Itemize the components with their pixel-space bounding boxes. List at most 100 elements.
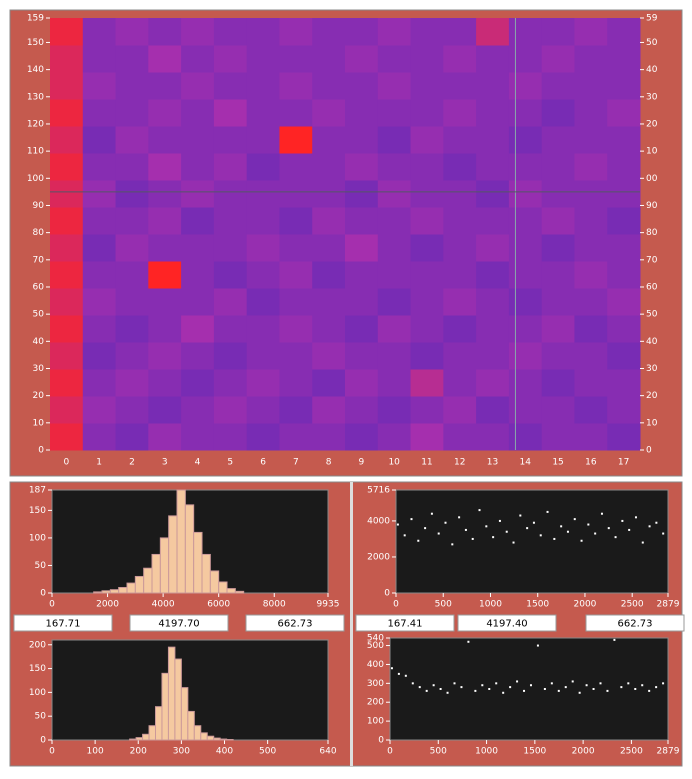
point bbox=[634, 688, 636, 690]
hist-bar bbox=[135, 576, 143, 593]
heat-cell bbox=[181, 234, 214, 262]
heat-cell bbox=[214, 315, 247, 343]
hist-bar bbox=[201, 733, 207, 740]
y-tick-label: 150 bbox=[29, 506, 46, 516]
heat-cell bbox=[509, 288, 542, 316]
heat-cell bbox=[607, 261, 640, 289]
y-tick-label: 200 bbox=[367, 698, 384, 708]
point bbox=[419, 686, 421, 688]
y-tick-label: 80 bbox=[33, 228, 45, 238]
heat-cell bbox=[607, 423, 640, 451]
hist-bar bbox=[235, 591, 243, 593]
heat-cell bbox=[83, 126, 116, 154]
x-tick-label: 11 bbox=[421, 458, 432, 468]
heat-cell bbox=[476, 342, 509, 370]
heat-cell bbox=[345, 234, 378, 262]
hist-bar bbox=[185, 505, 193, 593]
heat-cell bbox=[279, 342, 312, 370]
heat-cell bbox=[542, 288, 575, 316]
point bbox=[558, 690, 560, 692]
y-tick-label: 90 bbox=[33, 201, 45, 211]
heat-cell bbox=[148, 369, 181, 397]
point bbox=[621, 520, 623, 522]
heat-cell bbox=[574, 126, 607, 154]
point bbox=[513, 542, 515, 544]
x-tick-label: 14 bbox=[520, 458, 532, 468]
heat-cell bbox=[378, 423, 411, 451]
heat-cell bbox=[476, 72, 509, 100]
heat-cell bbox=[247, 396, 280, 424]
y-tick-label: 50 bbox=[35, 712, 47, 722]
heat-cell bbox=[509, 342, 542, 370]
x-tick-label: 8000 bbox=[263, 600, 286, 610]
y-tick-label: 40 bbox=[33, 337, 45, 347]
heat-cell bbox=[312, 342, 345, 370]
point bbox=[431, 513, 433, 515]
y-tick-label: 187 bbox=[29, 486, 46, 496]
heat-cell bbox=[279, 234, 312, 262]
heat-cell bbox=[83, 342, 116, 370]
heat-cell bbox=[312, 180, 345, 208]
heat-cell bbox=[542, 207, 575, 235]
y2-tick-label: 70 bbox=[646, 255, 658, 265]
y-tick-label: 100 bbox=[29, 688, 46, 698]
heat-cell bbox=[542, 342, 575, 370]
heat-cell bbox=[443, 369, 476, 397]
heat-cell bbox=[542, 369, 575, 397]
point bbox=[516, 680, 518, 682]
y2-tick-label: 40 bbox=[646, 337, 658, 347]
heat-cell bbox=[443, 72, 476, 100]
point bbox=[454, 682, 456, 684]
heat-cell bbox=[345, 342, 378, 370]
heat-cell bbox=[247, 342, 280, 370]
point bbox=[662, 533, 664, 535]
y-tick-label: 70 bbox=[33, 255, 45, 265]
heat-cell bbox=[574, 18, 607, 46]
heat-cell bbox=[279, 45, 312, 73]
hist-bar bbox=[202, 554, 210, 593]
point bbox=[451, 543, 453, 545]
x-tick-label: 10 bbox=[388, 458, 400, 468]
point bbox=[560, 525, 562, 527]
point bbox=[404, 534, 406, 536]
heat-cell bbox=[181, 423, 214, 451]
heat-cell bbox=[607, 126, 640, 154]
x-tick-label: 300 bbox=[173, 747, 190, 757]
y-tick-label: 130 bbox=[27, 92, 44, 102]
point bbox=[581, 540, 583, 542]
stat-value: 662.73 bbox=[278, 619, 313, 630]
heat-cell bbox=[214, 207, 247, 235]
heat-cell bbox=[181, 369, 214, 397]
hist-bar bbox=[188, 711, 194, 740]
heat-cell bbox=[542, 396, 575, 424]
heat-cell bbox=[279, 423, 312, 451]
heat-cell bbox=[312, 153, 345, 181]
hist-bar bbox=[143, 734, 149, 740]
heat-cell bbox=[247, 126, 280, 154]
hist-bar bbox=[127, 583, 135, 593]
point bbox=[485, 525, 487, 527]
hist-bar bbox=[136, 738, 142, 740]
x-tick-label: 2879 bbox=[657, 747, 680, 757]
point bbox=[574, 518, 576, 520]
y-tick-label: 200 bbox=[29, 640, 46, 650]
hist-bar bbox=[214, 738, 220, 740]
y2-tick-label: 10 bbox=[646, 418, 658, 428]
x-tick-label: 0 bbox=[64, 458, 70, 468]
heat-cell bbox=[574, 72, 607, 100]
hist-bar bbox=[119, 587, 127, 593]
point bbox=[447, 692, 449, 694]
heat-cell bbox=[247, 18, 280, 46]
heat-cell bbox=[378, 99, 411, 127]
x-tick-label: 2000 bbox=[96, 600, 119, 610]
heat-cell bbox=[148, 234, 181, 262]
point bbox=[499, 520, 501, 522]
heat-cell bbox=[214, 423, 247, 451]
heat-cell bbox=[443, 234, 476, 262]
y-tick-label: 50 bbox=[33, 310, 45, 320]
heat-cell bbox=[181, 342, 214, 370]
heat-cell bbox=[607, 207, 640, 235]
heat-cell bbox=[542, 261, 575, 289]
heat-cell bbox=[247, 234, 280, 262]
heat-cell bbox=[181, 45, 214, 73]
